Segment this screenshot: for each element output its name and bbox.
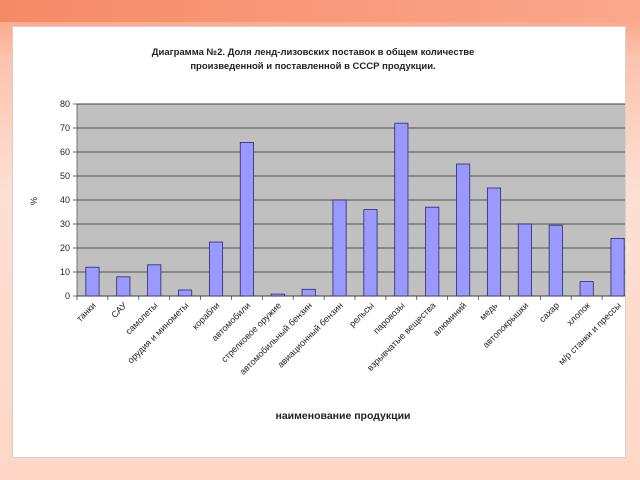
- bar-chart: Диаграмма №2. Доля ленд-лизовских постав…: [29, 47, 625, 422]
- bar-12: [425, 206, 440, 297]
- chart-title-line-2: произведенной и поставленной в СССР прод…: [190, 61, 435, 72]
- y-tick-label: 20: [60, 243, 70, 253]
- y-tick-label: 50: [60, 171, 70, 181]
- y-tick-label: 10: [60, 267, 70, 277]
- chart-title-line-1: Диаграмма №2. Доля ленд-лизовских постав…: [152, 47, 475, 58]
- y-tick-labels: 0 10 20 30 40 50 60 70 80: [60, 99, 70, 301]
- x-tick-label: алюминий: [431, 300, 469, 338]
- bar-18: [610, 237, 625, 297]
- x-tick-label: орудия и минометы: [125, 300, 190, 365]
- x-tick-label: рельсы: [347, 300, 376, 329]
- bar-10: [363, 209, 378, 297]
- bars: [85, 122, 625, 297]
- bar-3: [147, 264, 162, 297]
- bar-16: [548, 224, 563, 297]
- x-tick-label: САУ: [109, 300, 129, 320]
- x-tick-label: м/р станки и прессы: [556, 300, 623, 367]
- x-tick-label: танки: [75, 300, 98, 323]
- bar-9: [332, 199, 347, 297]
- y-tick-label: 80: [60, 99, 70, 109]
- slide-header-band: [0, 0, 640, 22]
- x-tick-label: хлопок: [565, 300, 592, 327]
- bar-4: [178, 289, 193, 297]
- x-axis-label: наименование продукции: [276, 410, 411, 422]
- bar-7: [270, 293, 285, 297]
- bar-8: [301, 288, 316, 297]
- x-tick-label: сахар: [537, 300, 561, 324]
- y-axis-label: %: [29, 197, 39, 205]
- bar-5: [208, 241, 224, 297]
- y-tick-label: 60: [60, 147, 70, 157]
- y-tick-label: 40: [60, 195, 70, 205]
- y-tick-label: 70: [60, 123, 70, 133]
- bar-17: [579, 281, 594, 297]
- bar-13: [456, 163, 471, 297]
- y-tick-label: 30: [60, 219, 70, 229]
- bar-11: [394, 122, 409, 297]
- x-tick-label: стрелковое оружие: [219, 300, 283, 364]
- bar-15: [517, 223, 532, 297]
- bar-14: [486, 187, 502, 297]
- bar-1: [85, 266, 100, 297]
- x-tick-label: корабли: [190, 300, 221, 331]
- bar-2: [116, 276, 131, 297]
- chart-card: Диаграмма №2. Доля ленд-лизовских постав…: [12, 26, 626, 458]
- x-tick-label: медь: [478, 300, 500, 322]
- y-tick-label: 0: [65, 291, 70, 301]
- bar-6: [239, 142, 254, 297]
